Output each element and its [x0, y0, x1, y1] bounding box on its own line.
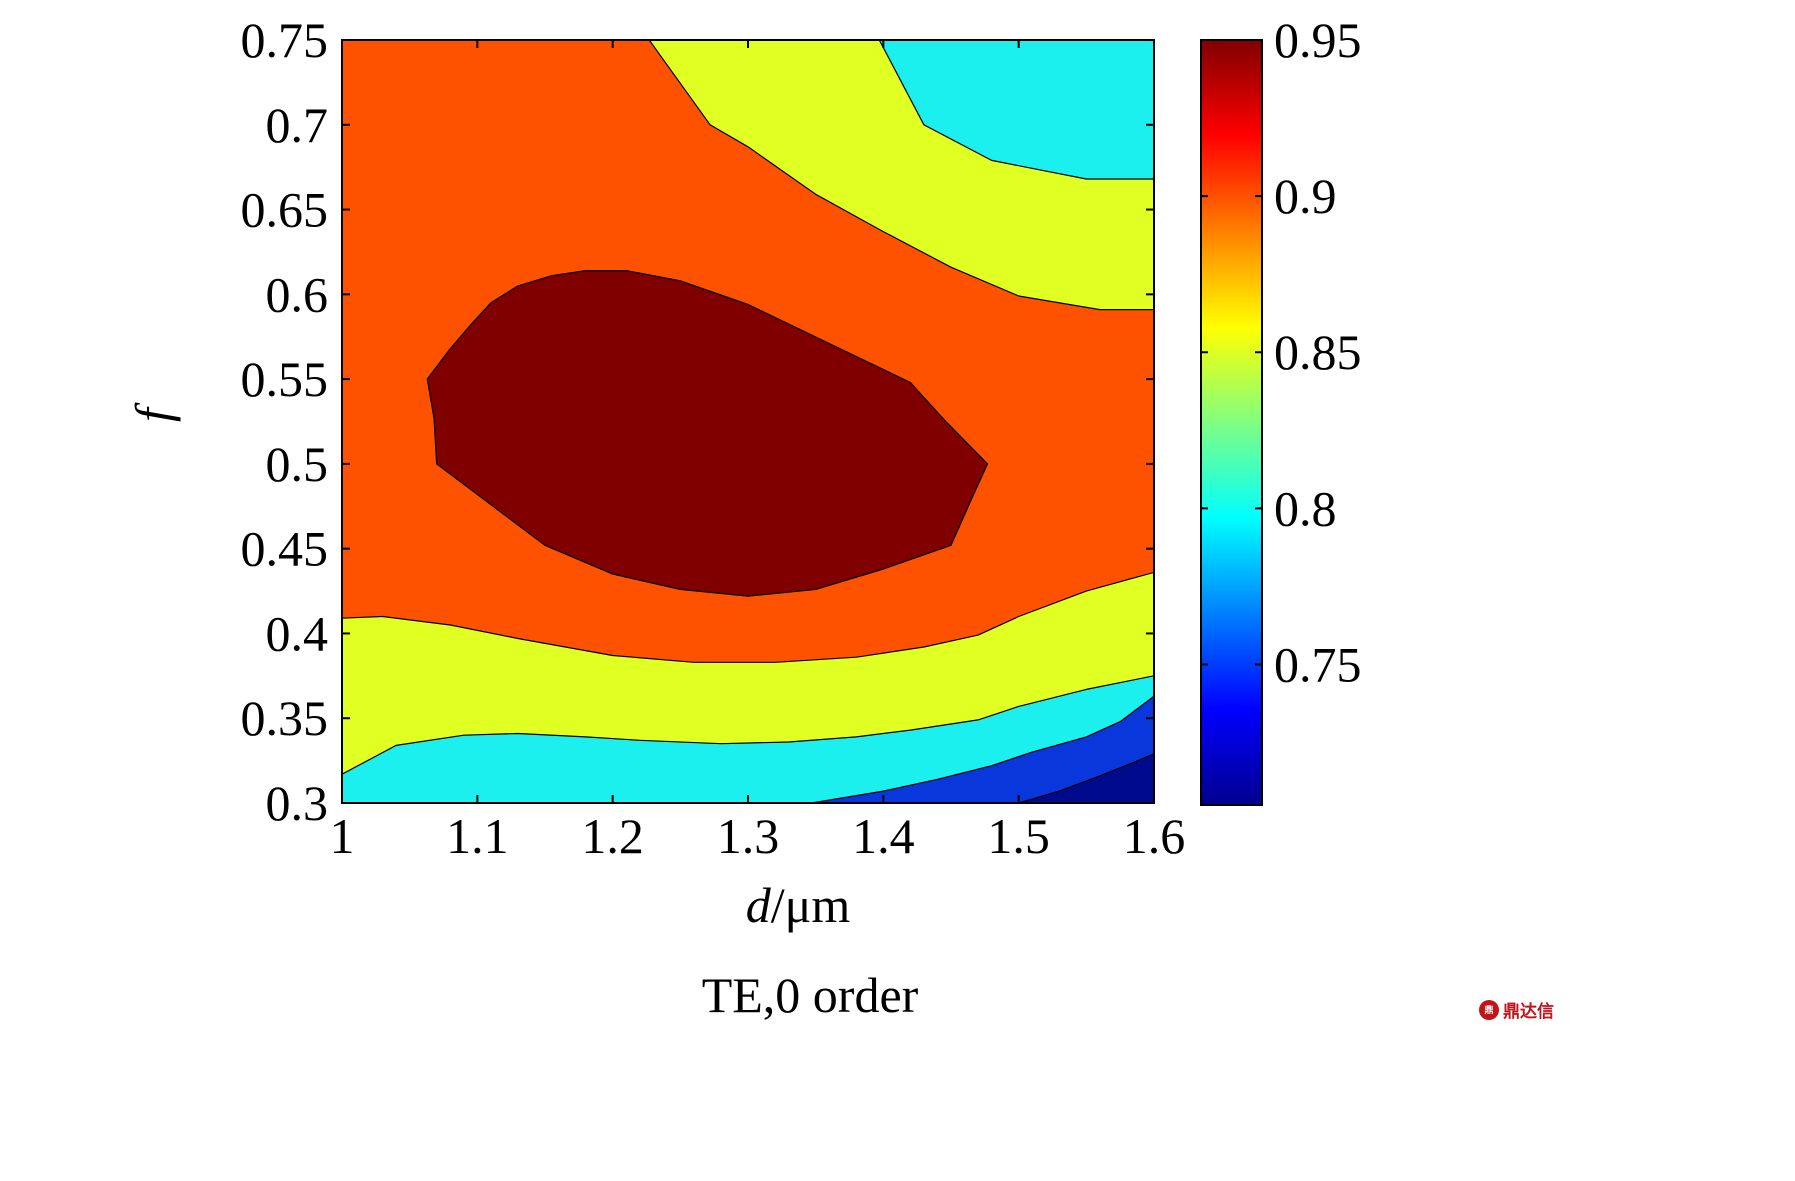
y-axis-label: f — [125, 402, 181, 422]
y-tick-label: 0.55 — [241, 351, 329, 407]
y-tick-label: 0.45 — [241, 521, 329, 577]
contour-region-4 — [810, 695, 1154, 803]
y-tick-label: 0.75 — [241, 12, 329, 68]
colorbar-tick-label: 0.9 — [1274, 168, 1337, 224]
colorbar-tick-label: 0.75 — [1274, 636, 1362, 692]
x-axis-label: d/μm — [746, 877, 851, 933]
x-tick-label: 1.4 — [852, 808, 915, 864]
colorbar-tick-label: 0.8 — [1274, 480, 1337, 536]
y-tick-label: 0.65 — [241, 182, 329, 238]
x-axis-label-unit: /μm — [771, 877, 851, 933]
contour-region-3 — [342, 675, 1154, 803]
colorbar-tick-label: 0.95 — [1274, 12, 1362, 68]
y-axis-ticks: 0.3 0.35 0.4 0.45 0.5 0.55 0.6 0.65 0.7 0.75 — [241, 12, 1154, 831]
x-tick-label: 1 — [330, 808, 355, 864]
y-tick-label: 0.3 — [266, 775, 329, 831]
y-tick-label: 0.35 — [241, 690, 329, 746]
x-axis-ticks: 1 1.1 1.2 1.3 1.4 1.5 1.6 — [330, 40, 1186, 864]
contour-figure: 1 1.1 1.2 1.3 1.4 1.5 1.6 0.3 0.35 0.4 0.45 0.5 0.5… — [125, 12, 1362, 1023]
colorbar-gradient — [1200, 39, 1263, 806]
y-tick-label: 0.4 — [266, 605, 329, 661]
x-tick-label: 1.6 — [1123, 808, 1186, 864]
colorbar-ticks: 0.75 0.8 0.85 0.9 0.95 — [1201, 12, 1362, 692]
contour-regions — [342, 40, 1154, 803]
y-tick-label: 0.7 — [266, 97, 329, 153]
colorbar: 0.75 0.8 0.85 0.9 0.95 — [1200, 12, 1362, 806]
contour-region-5 — [1018, 753, 1154, 803]
x-tick-label: 1.5 — [987, 808, 1050, 864]
y-tick-label: 0.5 — [266, 436, 329, 492]
figure-caption: TE,0 order — [702, 967, 919, 1023]
x-tick-label: 1.3 — [717, 808, 780, 864]
plot-area: 1 1.1 1.2 1.3 1.4 1.5 1.6 0.3 0.35 0.4 0.45 0.5 0.5… — [241, 12, 1186, 864]
colorbar-tick-label: 0.85 — [1274, 324, 1362, 380]
watermark: 鼎 鼎达信 — [1479, 997, 1554, 1022]
y-tick-label: 0.6 — [266, 266, 329, 322]
x-tick-label: 1.2 — [581, 808, 644, 864]
contour-region-6 — [426, 270, 989, 597]
contour-region-1 — [878, 40, 1154, 180]
x-axis-label-variable: d — [746, 877, 772, 933]
watermark-logo-icon: 鼎 — [1479, 999, 1499, 1020]
x-tick-label: 1.1 — [446, 808, 509, 864]
watermark-text: 鼎达信 — [1503, 1002, 1554, 1022]
